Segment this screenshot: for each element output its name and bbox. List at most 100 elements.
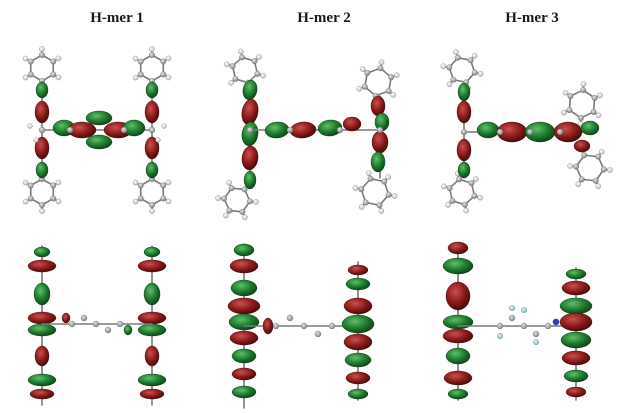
hydrogen-atom — [394, 72, 400, 78]
hydrogen-atom — [561, 109, 567, 116]
orbital-lobe-negative — [289, 121, 317, 139]
carbon-atom — [300, 322, 308, 330]
hydrogen-atom — [365, 170, 372, 176]
orbital-lobe-negative — [561, 280, 591, 296]
orbital-lobe-positive — [228, 313, 260, 331]
orbital-lobe-positive — [457, 82, 471, 102]
hydrogen-atom — [149, 208, 155, 214]
carbon-atom — [362, 199, 369, 206]
hydrogen-atom — [55, 198, 62, 205]
orbital-lobe-positive — [231, 385, 257, 399]
hydrogen-atom — [580, 81, 587, 87]
carbon-atom — [580, 87, 587, 93]
hydrogen-atom — [391, 193, 398, 199]
carbon-atom — [314, 330, 322, 338]
panel-hmer-3-bottom — [442, 241, 593, 401]
carbon-atom — [137, 58, 144, 65]
orbital-lobe-negative — [343, 297, 373, 315]
orbital-lobe-negative — [139, 388, 165, 400]
hydrogen-atom — [33, 137, 39, 143]
carbon-atom — [590, 108, 597, 115]
fluorine-atom — [497, 333, 503, 339]
orbital-lobe-positive — [35, 161, 49, 179]
carbon-atom — [364, 70, 371, 76]
hydrogen-atom — [215, 195, 221, 201]
carbon-atom — [467, 57, 474, 64]
carbon-atom — [104, 326, 112, 334]
hydrogen-atom — [440, 63, 447, 69]
carbon-atom — [385, 191, 392, 198]
hydrogen-atom — [562, 89, 569, 96]
carbon-atom — [577, 115, 584, 121]
carbon-atom — [532, 330, 540, 338]
orbital-lobe-positive — [442, 314, 474, 330]
carbon-atom — [592, 177, 599, 184]
orbital-lobe-positive — [233, 243, 255, 257]
carbon-atom — [27, 182, 34, 189]
panel-hmer-2-top — [215, 48, 400, 221]
orbital-lobe-negative — [262, 317, 274, 335]
carbon-atom — [27, 195, 34, 202]
hydrogen-atom — [385, 174, 391, 180]
hydrogen-atom — [445, 202, 451, 208]
orbital-lobe-positive — [565, 268, 587, 280]
hydrogen-atom — [238, 48, 244, 55]
orbital-lobe-positive — [559, 297, 593, 315]
hydrogen-atom — [132, 198, 139, 205]
carbon-atom — [160, 71, 167, 78]
carbon-atom — [600, 166, 607, 173]
carbon-atom — [358, 186, 365, 193]
orbital-lobe-negative — [561, 350, 591, 366]
hydrogen-atom — [165, 198, 172, 205]
hydrogen-atom — [453, 49, 459, 55]
panel-hmer-2-bottom — [227, 243, 375, 409]
orbital-lobe-negative — [29, 388, 55, 400]
orbital-lobe-negative — [61, 312, 71, 324]
carbon-atom — [254, 70, 261, 77]
carbon-atom — [39, 202, 45, 208]
carbon-atom — [376, 202, 383, 209]
hydrogen-atom — [356, 86, 362, 92]
carbon-atom — [50, 71, 57, 78]
carbon-atom — [120, 126, 128, 134]
orbital-lobe-negative — [229, 258, 259, 274]
orbital-lobe-negative — [345, 371, 371, 385]
carbon-atom — [361, 83, 368, 90]
hydrogen-atom — [242, 214, 248, 221]
orbital-lobe-negative — [445, 281, 471, 311]
hydrogen-atom — [256, 54, 262, 60]
carbon-atom — [468, 180, 475, 187]
hydrogen-atom — [165, 55, 172, 62]
hydrogen-atom — [22, 179, 29, 186]
carbon-atom — [27, 71, 34, 78]
nitrogen-atom — [552, 318, 560, 326]
carbon-atom — [544, 322, 552, 330]
carbon-atom — [449, 197, 456, 204]
carbon-atom — [221, 195, 228, 202]
orbital-lobe-positive — [145, 81, 159, 99]
hydrogen-atom — [39, 208, 45, 214]
carbon-atom — [591, 94, 598, 101]
orbital-lobe-negative — [442, 328, 474, 344]
carbon-atom — [446, 185, 453, 192]
orbital-lobe-positive — [445, 347, 471, 365]
hydrogen-atom — [155, 137, 161, 143]
orbital-lobe-positive — [241, 121, 259, 147]
carbon-atom — [80, 314, 88, 322]
hydrogen-atom — [477, 71, 484, 77]
hydrogen-atom — [149, 46, 155, 52]
orbital-lobe-negative — [456, 138, 472, 162]
carbon-atom — [328, 322, 336, 330]
orbital-lobe-positive — [476, 121, 500, 139]
hydrogen-atom — [165, 74, 172, 81]
carbon-atom — [68, 320, 76, 328]
carbon-atom — [454, 54, 461, 61]
orbital-lobe-negative — [565, 386, 587, 398]
orbital-lobe-positive — [442, 257, 474, 275]
carbon-atom — [566, 107, 573, 114]
hydrogen-atom — [132, 55, 139, 62]
hydrogen-atom — [132, 74, 139, 81]
hydrogen-atom — [22, 198, 29, 205]
hydrogen-atom — [473, 176, 479, 182]
orbital-lobe-negative — [27, 259, 57, 273]
